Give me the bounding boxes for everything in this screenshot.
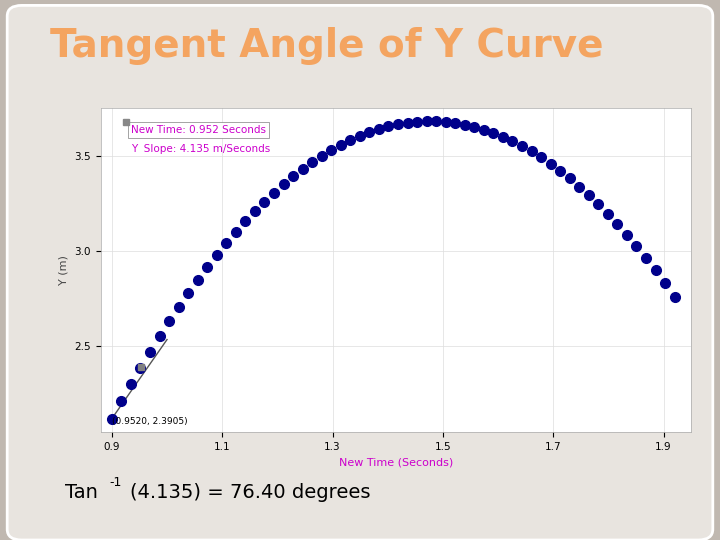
Point — [440, 118, 451, 126]
Point — [240, 217, 251, 226]
Point — [612, 220, 624, 228]
Point — [116, 397, 127, 406]
FancyBboxPatch shape — [7, 5, 713, 540]
Point — [345, 136, 356, 144]
Point — [469, 123, 480, 131]
Point — [269, 188, 280, 197]
Point — [478, 125, 490, 134]
Point — [449, 119, 461, 127]
Point — [554, 166, 566, 175]
Point — [411, 118, 423, 126]
Point — [173, 303, 184, 312]
Point — [154, 332, 166, 341]
Point — [287, 172, 299, 181]
Point — [545, 159, 557, 168]
Point — [249, 207, 261, 216]
Point — [144, 347, 156, 356]
Point — [431, 117, 442, 126]
Point — [278, 180, 289, 188]
Point — [516, 141, 528, 150]
Text: Tangent Angle of Y Curve: Tangent Angle of Y Curve — [50, 27, 604, 65]
Point — [574, 182, 585, 191]
Point — [650, 266, 662, 275]
Point — [536, 153, 547, 161]
Y-axis label: Y (m): Y (m) — [59, 255, 69, 285]
Point — [421, 117, 433, 126]
Point — [526, 147, 537, 156]
Text: New Time: 0.952 Seconds: New Time: 0.952 Seconds — [131, 125, 266, 135]
Point — [631, 242, 642, 251]
Point — [392, 120, 404, 129]
Point — [402, 118, 413, 127]
Text: -1: -1 — [109, 476, 122, 489]
Text: Tan: Tan — [65, 483, 98, 502]
Point — [640, 254, 652, 262]
Point — [593, 200, 604, 208]
Point — [325, 146, 337, 154]
Point — [498, 132, 509, 141]
Point — [364, 128, 375, 137]
Point — [211, 251, 222, 259]
Text: (0.9520, 2.3905): (0.9520, 2.3905) — [112, 417, 187, 426]
Text: Y  Slope: 4.135 m/Seconds: Y Slope: 4.135 m/Seconds — [131, 144, 271, 154]
Point — [583, 191, 595, 199]
Point — [163, 317, 175, 326]
Point — [669, 292, 680, 301]
Text: (4.135) = 76.40 degrees: (4.135) = 76.40 degrees — [130, 483, 370, 502]
Point — [602, 210, 613, 218]
Point — [307, 158, 318, 166]
Point — [316, 152, 328, 160]
Point — [373, 125, 384, 133]
Point — [125, 380, 137, 388]
Point — [354, 131, 366, 140]
Point — [487, 129, 499, 137]
Point — [202, 263, 213, 272]
Point — [220, 239, 232, 247]
Point — [564, 174, 575, 183]
Point — [182, 289, 194, 298]
Point — [297, 165, 308, 173]
Point — [106, 414, 117, 423]
Point — [660, 279, 671, 288]
Point — [192, 275, 204, 284]
Point — [230, 228, 242, 237]
Point — [335, 140, 346, 149]
Point — [258, 198, 270, 206]
Point — [135, 363, 146, 372]
Point — [507, 137, 518, 145]
Point — [383, 122, 395, 131]
X-axis label: New Time (Seconds): New Time (Seconds) — [339, 457, 453, 467]
Point — [459, 120, 471, 129]
Point — [621, 231, 633, 239]
